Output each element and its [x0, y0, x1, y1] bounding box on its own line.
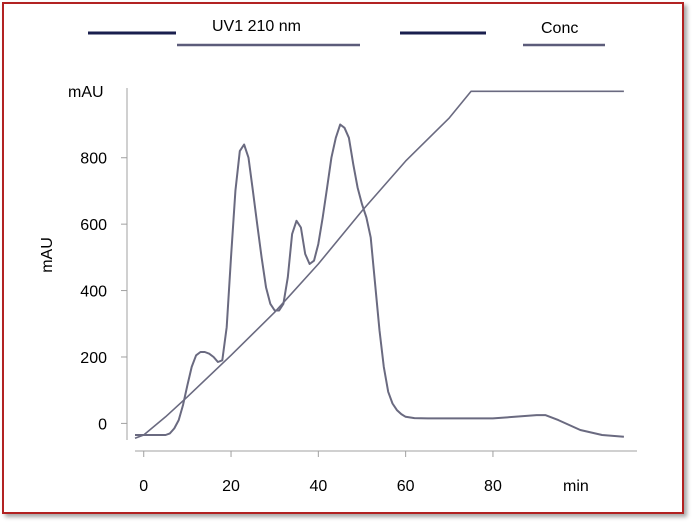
legend-label-uv: UV1 210 nm — [212, 18, 301, 35]
x-axis-unit-label: min — [563, 478, 589, 495]
y-tick-label: 800 — [80, 151, 107, 168]
y-tick-label: 200 — [80, 350, 107, 367]
x-tick-label: 0 — [139, 478, 148, 495]
series-line-conc — [134, 90, 624, 440]
x-tick-label: 20 — [222, 478, 240, 495]
x-tick-label: 60 — [397, 478, 415, 495]
x-ticks: 0 20 40 60 80 — [139, 451, 502, 495]
y-tick-label: 600 — [80, 217, 107, 234]
series-line-uv — [135, 123, 624, 438]
legend-label-conc: Conc — [541, 20, 578, 37]
y-ticks: 0 200 400 600 800 — [80, 151, 127, 433]
y-axis-unit-label: mAU — [68, 84, 104, 101]
x-tick-label: 80 — [484, 478, 502, 495]
legend: UV1 210 nm Conc — [88, 18, 605, 47]
series-group — [134, 90, 624, 440]
y-axis-title: mAU — [39, 237, 56, 273]
y-tick-label: 0 — [98, 416, 107, 433]
x-tick-label: 40 — [309, 478, 327, 495]
chart-frame — [2, 2, 684, 514]
y-tick-label: 400 — [80, 284, 107, 301]
